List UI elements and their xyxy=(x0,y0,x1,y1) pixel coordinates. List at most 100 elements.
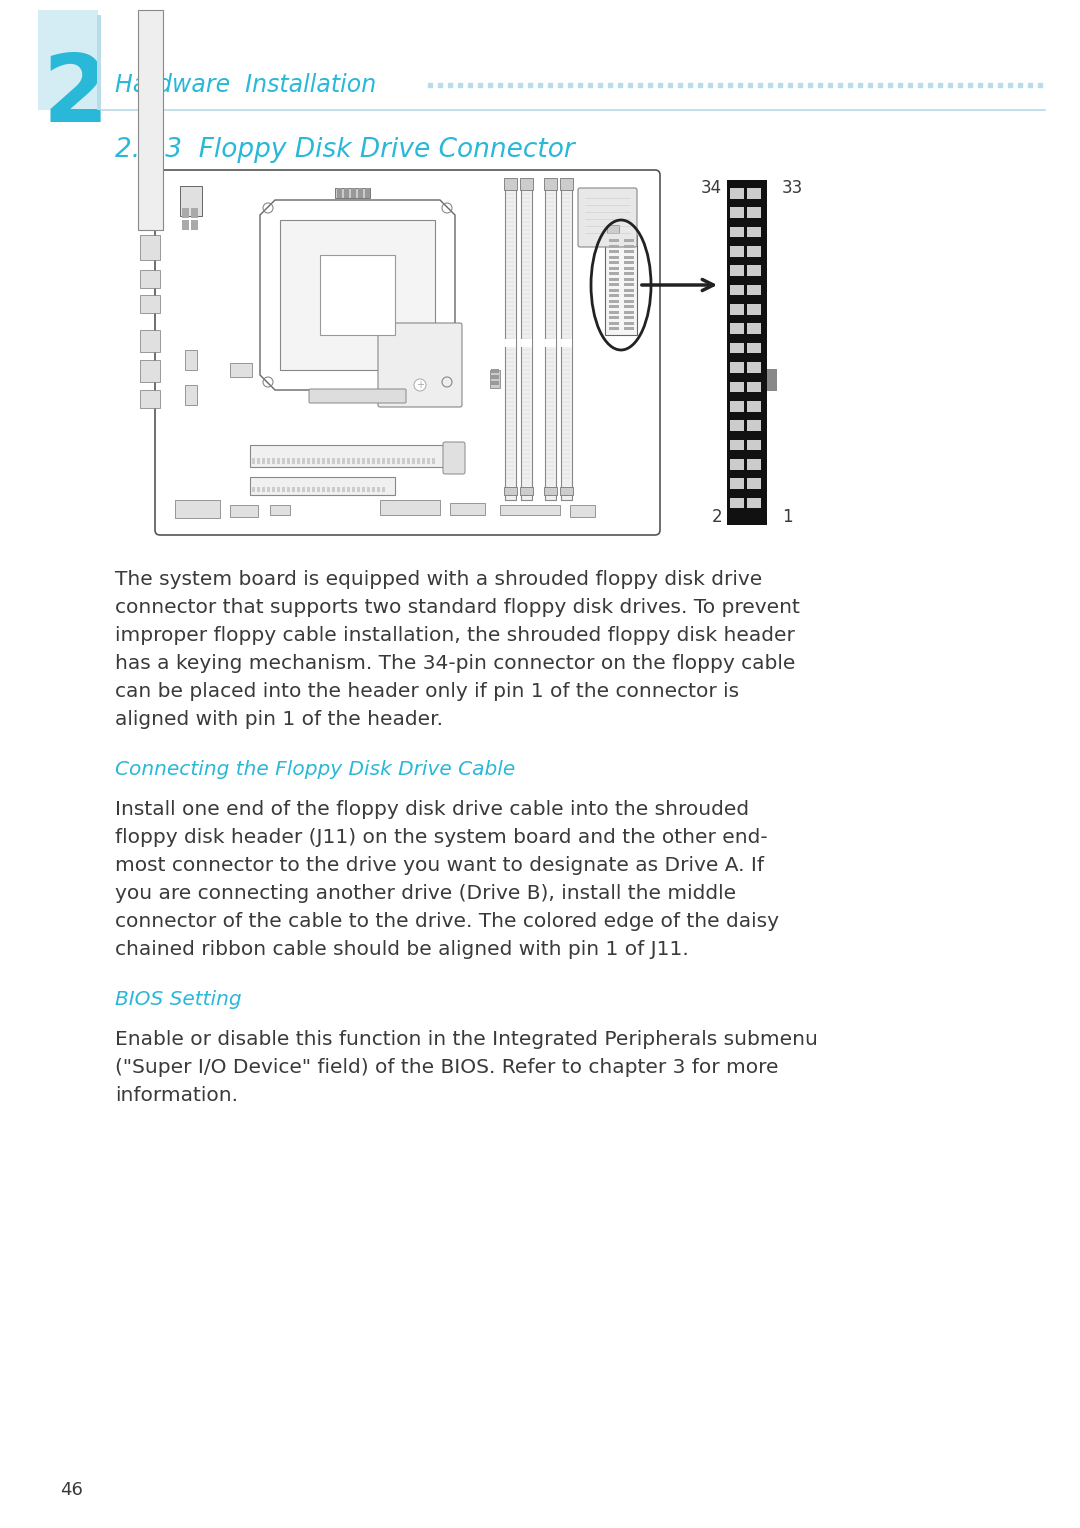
Bar xyxy=(183,220,189,231)
Bar xyxy=(417,458,420,465)
Bar xyxy=(377,458,380,465)
Bar xyxy=(544,177,557,189)
Bar xyxy=(491,380,499,385)
Bar xyxy=(609,321,619,324)
FancyBboxPatch shape xyxy=(156,170,660,535)
Bar xyxy=(345,188,349,199)
Bar xyxy=(312,458,315,465)
Text: has a keying mechanism. The 34-pin connector on the floppy cable: has a keying mechanism. The 34-pin conne… xyxy=(114,654,795,672)
Bar xyxy=(730,304,744,315)
Bar xyxy=(140,270,160,287)
Polygon shape xyxy=(260,200,455,390)
Bar xyxy=(747,188,761,199)
Text: ("Super I/O Device" field) of the BIOS. Refer to chapter 3 for more: ("Super I/O Device" field) of the BIOS. … xyxy=(114,1057,779,1077)
Text: connector that supports two standard floppy disk drives. To prevent: connector that supports two standard flo… xyxy=(114,597,800,617)
Bar xyxy=(287,458,291,465)
Bar xyxy=(297,487,300,492)
Text: connector of the cable to the drive. The colored edge of the daisy: connector of the cable to the drive. The… xyxy=(114,912,779,931)
Text: improper floppy cable installation, the shrouded floppy disk header: improper floppy cable installation, the … xyxy=(114,626,795,645)
Text: 2: 2 xyxy=(42,50,108,142)
Bar xyxy=(521,185,532,500)
Bar xyxy=(624,310,634,313)
Bar xyxy=(519,487,534,495)
Bar xyxy=(747,498,761,509)
Bar xyxy=(491,368,499,373)
Bar xyxy=(624,299,634,303)
Text: 34: 34 xyxy=(701,179,723,197)
Bar xyxy=(282,487,285,492)
Bar xyxy=(609,251,619,254)
Bar xyxy=(367,458,370,465)
Bar xyxy=(270,504,291,515)
Bar xyxy=(747,420,761,431)
Bar xyxy=(624,316,634,319)
Bar xyxy=(730,400,744,411)
Bar xyxy=(140,295,160,313)
Bar xyxy=(747,284,761,295)
Text: you are connecting another drive (Drive B), install the middle: you are connecting another drive (Drive … xyxy=(114,885,737,903)
Bar xyxy=(609,266,619,269)
Bar xyxy=(272,458,275,465)
Bar xyxy=(337,487,340,492)
FancyBboxPatch shape xyxy=(280,220,435,370)
Text: BIOS Setting: BIOS Setting xyxy=(114,990,242,1008)
Bar xyxy=(727,180,767,526)
Bar xyxy=(609,293,619,296)
Bar xyxy=(322,458,325,465)
Bar xyxy=(335,188,370,199)
Bar xyxy=(609,327,619,330)
Bar xyxy=(747,362,761,373)
Bar xyxy=(730,284,744,295)
Text: 1: 1 xyxy=(782,507,793,526)
Bar xyxy=(276,487,280,492)
Bar xyxy=(624,321,634,324)
Bar xyxy=(624,293,634,296)
Bar xyxy=(504,177,517,189)
Text: Install one end of the floppy disk drive cable into the shrouded: Install one end of the floppy disk drive… xyxy=(114,801,750,819)
Bar xyxy=(730,498,744,509)
Bar xyxy=(491,374,499,379)
Text: can be placed into the header only if pin 1 of the connector is: can be placed into the header only if pi… xyxy=(114,681,739,701)
Bar xyxy=(747,458,761,469)
Bar xyxy=(624,278,634,281)
FancyBboxPatch shape xyxy=(378,322,462,406)
Bar xyxy=(347,458,350,465)
Bar xyxy=(322,487,325,492)
Bar xyxy=(332,487,335,492)
Bar xyxy=(730,188,744,199)
Bar xyxy=(730,246,744,257)
Bar xyxy=(747,478,761,489)
Bar xyxy=(372,487,375,492)
FancyBboxPatch shape xyxy=(309,390,406,403)
Bar xyxy=(307,487,310,492)
Bar xyxy=(747,208,761,219)
Bar xyxy=(257,458,260,465)
Bar xyxy=(609,289,619,292)
Text: 2: 2 xyxy=(712,507,723,526)
Text: information.: information. xyxy=(114,1086,238,1105)
Bar xyxy=(337,188,342,199)
Bar xyxy=(624,266,634,269)
Bar xyxy=(357,487,360,492)
Bar xyxy=(191,208,198,219)
Bar xyxy=(387,458,390,465)
Text: 46: 46 xyxy=(60,1481,83,1499)
Bar xyxy=(302,458,305,465)
Bar xyxy=(318,458,320,465)
Bar xyxy=(352,487,355,492)
Bar xyxy=(624,327,634,330)
Bar xyxy=(282,458,285,465)
Bar xyxy=(730,324,744,335)
Bar xyxy=(624,283,634,286)
Bar xyxy=(504,487,517,495)
Text: The system board is equipped with a shrouded floppy disk drive: The system board is equipped with a shro… xyxy=(114,570,762,588)
Text: 33: 33 xyxy=(782,179,804,197)
Bar xyxy=(402,458,405,465)
Bar xyxy=(352,458,355,465)
Bar xyxy=(730,208,744,219)
Bar xyxy=(272,487,275,492)
Bar xyxy=(337,458,340,465)
Bar xyxy=(230,504,258,516)
Bar xyxy=(287,487,291,492)
Bar xyxy=(185,385,197,405)
